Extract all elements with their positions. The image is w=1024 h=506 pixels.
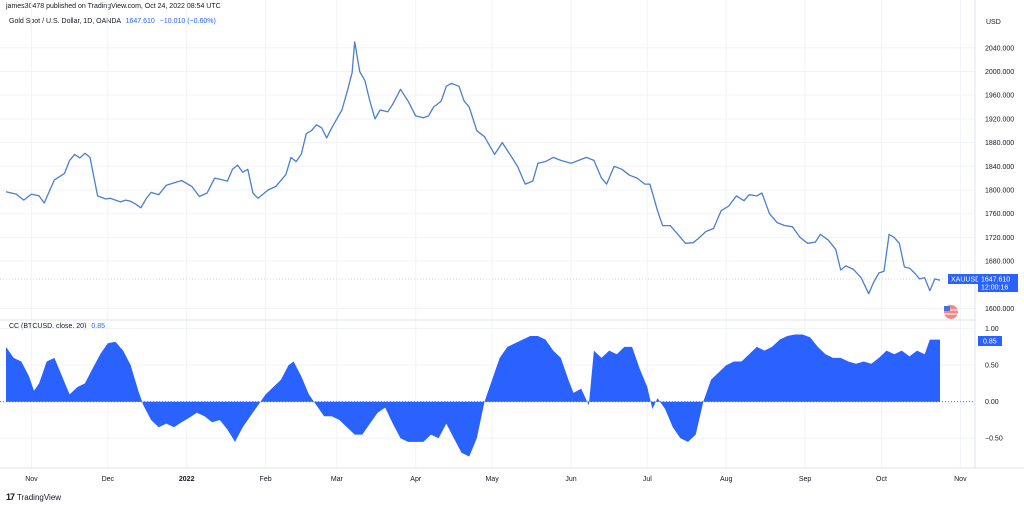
x-tick-label: Jul: [643, 476, 652, 483]
x-tick-label: Sep: [799, 476, 812, 483]
main-legend[interactable]: Gold Spot / U.S. Dollar, 1D, OANDA 1647.…: [9, 18, 216, 25]
indicator-axis[interactable]: 1.00 0.50 0.00 −0.50: [985, 326, 1003, 443]
gold-price-line: [5, 41, 941, 295]
symbol-tag-text: XAUUSD: [951, 277, 980, 284]
y-tick-label: 1720.000: [985, 235, 1014, 242]
y-tick-label: 1680.000: [985, 259, 1014, 266]
x-tick-label: May: [485, 476, 499, 483]
currency-label[interactable]: USD: [986, 19, 1001, 26]
price-pane: [5, 41, 941, 295]
x-tick-label: Nov: [954, 476, 967, 483]
indicator-tick-label: −0.50: [985, 436, 1003, 443]
indicator-legend-value: 0.85: [91, 323, 105, 330]
x-tick-label: 2022: [179, 476, 195, 483]
x-tick-label: Dec: [102, 476, 115, 483]
price-axis[interactable]: 2040.000 2000.000 1960.000 1920.000 1880.000…: [985, 45, 1014, 313]
y-tick-label: 1960.000: [985, 93, 1014, 100]
y-tick-label: 1840.000: [985, 164, 1014, 171]
indicator-legend[interactable]: CC (BTCUSD, close, 20) 0.85: [9, 323, 105, 330]
x-tick-label: Oct: [876, 476, 887, 483]
x-tick-label: Mar: [331, 476, 344, 483]
tradingview-brand[interactable]: 17 TradingView: [6, 492, 61, 502]
time-axis[interactable]: Nov Dec 2022 Feb Mar Apr May Jun Jul Aug Sep Oct Nov: [25, 476, 967, 483]
x-tick-label: Apr: [410, 476, 422, 483]
indicator-pane: [0, 334, 975, 457]
x-tick-label: Jun: [565, 476, 576, 483]
x-tick-label: Aug: [720, 476, 733, 483]
indicator-tag-value: 0.85: [983, 339, 997, 346]
indicator-value-tag[interactable]: 0.85: [978, 336, 1002, 346]
price-tag-box: [978, 274, 1018, 292]
indicator-tick-label: 0.50: [985, 363, 999, 370]
y-tick-label: 2040.000: [985, 45, 1014, 52]
symbol-tag-box: [948, 274, 978, 284]
price-tag-countdown: 12:00:16: [981, 285, 1008, 292]
y-tick-label: 1880.000: [985, 140, 1014, 147]
indicator-tag-box: [978, 336, 1002, 346]
main-legend-title: Gold Spot / U.S. Dollar, 1D, OANDA: [9, 18, 121, 25]
y-tick-label: 2000.000: [985, 69, 1014, 76]
y-tick-label: 1760.000: [985, 211, 1014, 218]
y-tick-label: 1600.000: [985, 306, 1014, 313]
indicator-legend-title: CC (BTCUSD, close, 20): [9, 323, 87, 330]
price-tag-value: 1647.610: [981, 277, 1010, 284]
us-flag-icon[interactable]: [944, 305, 958, 319]
tradingview-logo-icon: 17: [6, 492, 15, 502]
x-tick-label: Nov: [25, 476, 38, 483]
indicator-tick-label: 1.00: [985, 326, 999, 333]
y-tick-label: 1920.000: [985, 116, 1014, 123]
x-tick-label: Feb: [260, 476, 272, 483]
y-tick-label: 1800.000: [985, 188, 1014, 195]
main-legend-change: −10.010 (−0.60%): [159, 18, 216, 25]
brand-text: TradingView: [17, 492, 62, 502]
published-line: james30478 published on TradingView.com,…: [6, 3, 221, 10]
correlation-area: [6, 334, 940, 457]
main-legend-value: 1647.610: [125, 18, 155, 25]
symbol-price-tag[interactable]: XAUUSD 1647.610 12:00:16: [948, 274, 1018, 292]
indicator-tick-label: 0.00: [985, 399, 999, 406]
